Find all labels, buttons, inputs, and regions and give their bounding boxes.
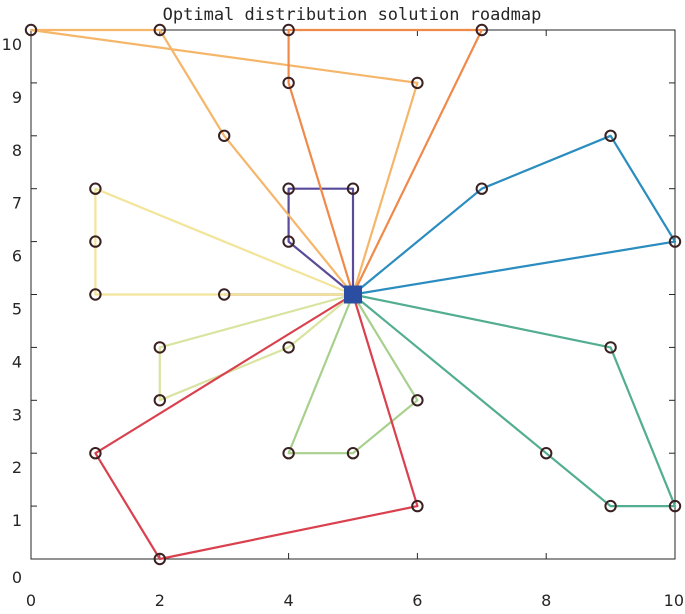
y-tick-label: 4 [12,352,22,371]
route-line [29,28,419,296]
depot-group [344,285,362,304]
customer-marker [282,182,295,195]
route-line [94,187,354,296]
route-line [287,28,483,295]
customer-marker [218,288,231,301]
customer-marker [282,23,295,37]
route-line [158,293,354,402]
y-tick-label: 10 [2,35,22,54]
route-line [352,293,677,508]
depot-marker [344,285,362,304]
customer-marker [668,499,682,513]
customer-marker [89,235,102,248]
x-tick-label: 4 [284,591,294,610]
y-tick-label: 6 [12,247,22,266]
customer-marker [475,182,488,195]
customer-marker [282,447,295,460]
y-tick-label: 0 [12,568,22,587]
customer-marker [411,76,424,90]
route-line [287,187,355,296]
route-lines [29,28,677,561]
x-tick-label: 10 [664,591,684,610]
customer-marker [282,76,295,90]
route-line [287,293,419,455]
y-tick-label: 9 [12,88,22,107]
customer-marker [540,447,553,460]
customer-marker [475,23,488,37]
y-tick-label: 8 [12,141,22,160]
customer-marker [282,235,295,248]
customer-marker [24,23,38,37]
customer-marker [346,182,360,195]
customer-marker [153,552,167,566]
customer-marker [604,341,617,354]
customer-marker [411,394,424,407]
x-tick-label: 6 [412,591,422,610]
y-tick-label: 2 [12,458,22,477]
customer-marker [153,394,167,407]
customer-marker [282,341,295,354]
y-tick-label: 7 [12,194,22,213]
x-tick-label: 0 [26,591,36,610]
customer-marker [411,499,424,513]
y-tick-label: 1 [12,511,22,530]
y-tick-label: 3 [12,405,22,424]
y-tick-label: 5 [12,300,22,319]
customer-markers [24,23,682,566]
customer-marker [89,182,102,195]
chart-title: Optimal distribution solution roadmap [163,5,542,25]
customer-marker [89,288,102,301]
customer-marker [218,129,231,143]
route-line [94,293,419,561]
customer-marker [346,447,360,460]
x-tick-label: 8 [541,591,551,610]
y-axis: 0 1 2 3 4 5 6 7 8 9 10 [2,29,675,587]
route-line [352,134,677,296]
customer-marker [153,341,167,354]
customer-marker [604,129,617,143]
x-tick-label: 2 [155,591,165,610]
customer-marker [89,447,102,460]
customer-marker [604,499,617,513]
customer-marker [153,23,167,37]
customer-marker [668,235,682,248]
